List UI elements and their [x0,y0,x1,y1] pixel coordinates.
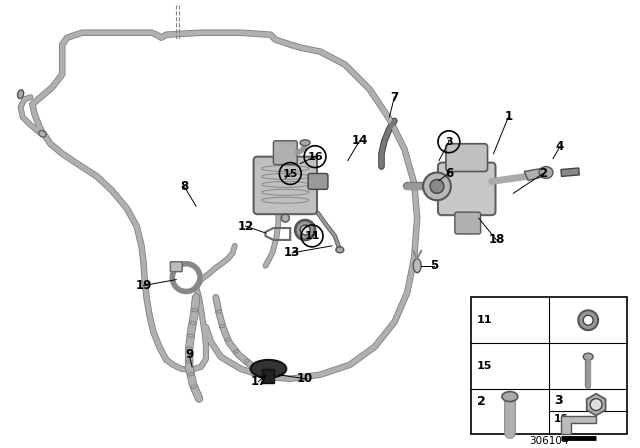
Text: 1: 1 [504,111,513,124]
Text: 11: 11 [477,315,492,325]
Text: 8: 8 [180,180,188,193]
Polygon shape [561,416,596,434]
Text: 6: 6 [445,167,453,180]
Circle shape [590,399,602,410]
Text: 4: 4 [556,140,564,153]
Text: 7: 7 [390,90,399,103]
Polygon shape [524,168,544,181]
Ellipse shape [502,392,518,401]
Ellipse shape [38,131,46,137]
Text: 15: 15 [283,168,298,178]
Text: 10: 10 [297,372,313,385]
Bar [470,297,627,434]
Text: 18: 18 [488,233,505,246]
Text: 9: 9 [185,349,193,362]
Bar [561,168,579,177]
FancyBboxPatch shape [308,173,328,190]
Text: 15: 15 [477,361,492,371]
Circle shape [430,180,444,194]
FancyBboxPatch shape [170,262,182,271]
Text: 3: 3 [554,394,563,407]
Text: 5: 5 [430,259,438,272]
Text: 13: 13 [284,246,300,259]
Ellipse shape [336,247,344,253]
Text: 11: 11 [304,231,320,241]
Text: 19: 19 [135,279,152,292]
Text: 306104: 306104 [529,436,569,446]
Ellipse shape [539,167,553,178]
Bar [262,369,275,383]
Ellipse shape [300,140,310,146]
Text: 3: 3 [445,137,452,147]
FancyBboxPatch shape [446,144,488,172]
Text: 12: 12 [237,220,254,233]
Ellipse shape [282,214,289,222]
FancyBboxPatch shape [455,212,481,234]
Text: 14: 14 [351,134,368,147]
FancyBboxPatch shape [438,163,495,215]
FancyBboxPatch shape [253,157,317,214]
Text: 2: 2 [477,396,485,409]
Ellipse shape [583,353,593,360]
Text: 16: 16 [307,151,323,162]
Ellipse shape [17,90,24,99]
Circle shape [300,225,310,235]
Ellipse shape [413,259,421,273]
FancyBboxPatch shape [273,141,297,164]
Text: 16: 16 [554,414,568,424]
Text: 17: 17 [250,375,267,388]
Text: 2: 2 [539,167,547,180]
Circle shape [583,315,593,325]
Polygon shape [587,394,605,415]
Circle shape [579,310,598,330]
Ellipse shape [251,360,286,378]
Circle shape [295,220,315,240]
Circle shape [423,172,451,200]
